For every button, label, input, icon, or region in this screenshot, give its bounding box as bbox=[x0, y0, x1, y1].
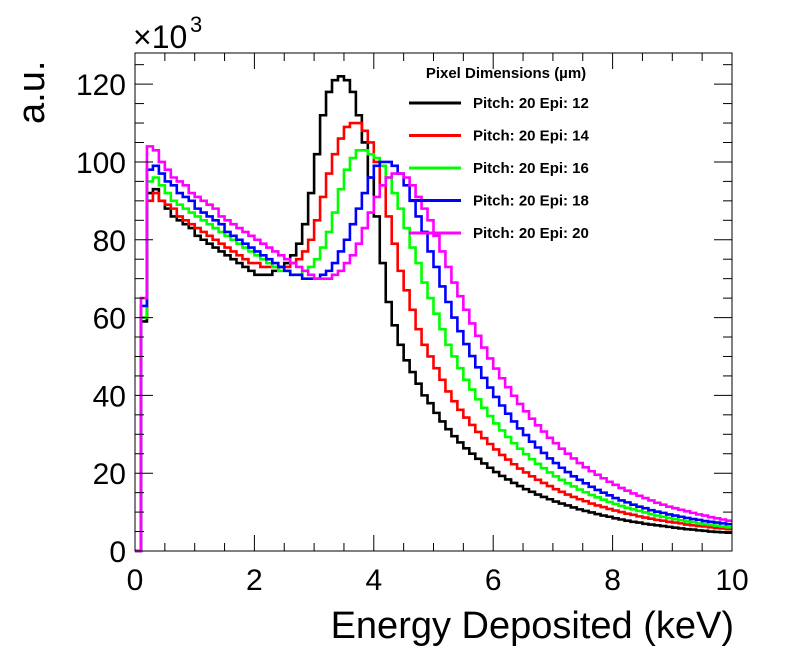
series-line-1 bbox=[135, 75, 732, 553]
x-axis-title: Energy Deposited (keV) bbox=[331, 605, 734, 647]
legend-label: Pitch: 20 Epi: 16 bbox=[473, 160, 589, 177]
y-tick-label: 40 bbox=[93, 380, 126, 413]
series-line-4 bbox=[135, 160, 732, 553]
series-layer bbox=[135, 75, 732, 553]
y-tick-label: 20 bbox=[93, 458, 126, 491]
y-multiplier-label: ×10 bbox=[133, 19, 187, 55]
legend-title: Pixel Dimensions (µm) bbox=[426, 65, 586, 82]
y-tick-label: 0 bbox=[109, 536, 126, 569]
legend-entry: Pitch: 20 Epi: 20 bbox=[409, 225, 589, 242]
legend-entries: Pitch: 20 Epi: 12 Pitch: 20 Epi: 14 Pitch:… bbox=[409, 95, 590, 242]
y-tick-label: 80 bbox=[93, 225, 126, 258]
legend: Pixel Dimensions (µm) Pitch: 20 Epi: 12P… bbox=[409, 65, 590, 242]
x-tick-label: 0 bbox=[127, 564, 144, 597]
x-tick-label: 8 bbox=[604, 564, 621, 597]
series-line-2 bbox=[135, 121, 732, 553]
legend-label: Pitch: 20 Epi: 12 bbox=[473, 95, 589, 112]
series-line-5 bbox=[135, 145, 732, 553]
y-tick-label: 100 bbox=[76, 147, 126, 180]
legend-label: Pitch: 20 Epi: 18 bbox=[473, 193, 589, 210]
y-multiplier-exponent: 3 bbox=[190, 12, 202, 37]
y-tick-label: 120 bbox=[76, 69, 126, 102]
axis-ticks bbox=[134, 53, 733, 552]
legend-label: Pitch: 20 Epi: 20 bbox=[473, 225, 589, 242]
series-line-3 bbox=[135, 148, 732, 553]
x-tick-label: 4 bbox=[365, 564, 382, 597]
legend-entry: Pitch: 20 Epi: 18 bbox=[409, 193, 589, 210]
x-tick-label: 6 bbox=[485, 564, 502, 597]
legend-label: Pitch: 20 Epi: 14 bbox=[473, 128, 590, 145]
legend-entry: Pitch: 20 Epi: 12 bbox=[409, 95, 589, 112]
legend-entry: Pitch: 20 Epi: 16 bbox=[409, 160, 589, 177]
y-tick-label: 60 bbox=[93, 303, 126, 336]
y-axis-title: a.u. bbox=[11, 61, 53, 124]
x-tick-label: 2 bbox=[246, 564, 263, 597]
legend-entry: Pitch: 20 Epi: 14 bbox=[409, 128, 590, 145]
x-tick-label: 10 bbox=[715, 564, 748, 597]
